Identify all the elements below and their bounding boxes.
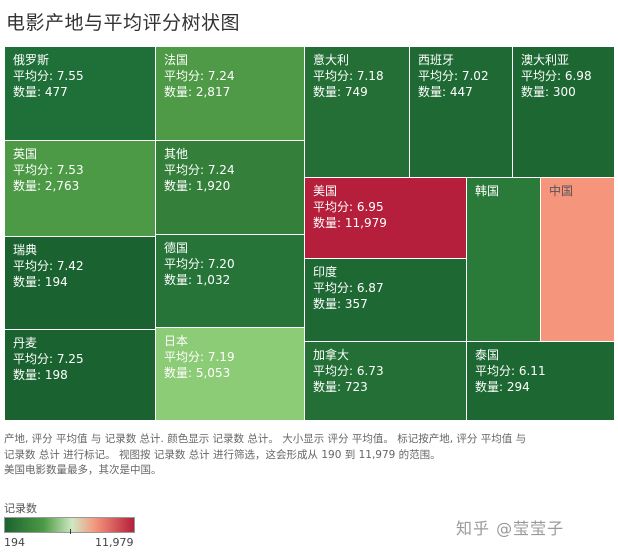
tile-count-label: 数量: 2,817: [164, 84, 230, 99]
treemap-tile[interactable]: 韩国: [467, 178, 540, 341]
legend-title: 记录数: [4, 502, 37, 515]
tile-count-label: 数量: 1,920: [164, 178, 230, 193]
tile-avg-label: 平均分: 7.25: [13, 352, 84, 366]
legend-min-label: 194: [4, 536, 25, 549]
tile-country-label: 加拿大: [313, 347, 349, 362]
tile-country-label: 泰国: [475, 348, 499, 362]
legend-max-label: 11,979: [95, 536, 134, 549]
tile-count-label: 数量: 357: [313, 296, 368, 311]
tile-count-label: 数量: 447: [418, 84, 473, 99]
chart-caption: 产地, 评分 平均值 与 记录数 总计. 颜色显示 记录数 总计。 大小显示 评…: [4, 432, 610, 479]
tile-rect: [305, 259, 466, 341]
tile-avg-label: 平均分: 7.20: [164, 257, 235, 271]
tile-country-label: 韩国: [475, 183, 499, 198]
tile-country-label: 法国: [164, 53, 188, 67]
tile-country-label: 日本: [164, 334, 188, 348]
tile-rect: [156, 328, 304, 420]
tile-rect: [156, 47, 304, 140]
tile-rect: [305, 47, 409, 177]
watermark: 知乎 @莹莹子: [456, 519, 565, 538]
caption-line-3: 美国电影数量最多，其次是中国。: [4, 464, 162, 476]
tile-rect: [541, 178, 614, 341]
tile-rect: [156, 235, 304, 327]
tile-avg-label: 平均分: 6.95: [313, 200, 384, 214]
tile-country-label: 意大利: [313, 52, 349, 67]
tile-country-label: 中国: [549, 183, 573, 198]
caption-line-1: 产地, 评分 平均值 与 记录数 总计. 颜色显示 记录数 总计。 大小显示 评…: [4, 433, 527, 445]
chart-title: 电影产地与平均评分树状图: [6, 12, 241, 34]
tile-count-label: 数量: 300: [521, 84, 576, 99]
caption-line-2: 记录数 总计 进行标记。 视图按 记录数 总计 进行筛选，这会形成从 190 到…: [4, 448, 441, 461]
tile-rect: [5, 237, 155, 329]
tile-avg-label: 平均分: 7.19: [164, 350, 235, 364]
tile-rect: [467, 342, 614, 420]
tile-country-label: 西班牙: [418, 53, 454, 67]
tile-count-label: 数量: 1,032: [164, 272, 230, 287]
tile-count-label: 数量: 194: [13, 274, 68, 289]
tile-count-label: 数量: 11,979: [313, 215, 387, 230]
tile-avg-label: 平均分: 7.24: [164, 163, 235, 177]
legend-tick: [70, 529, 71, 534]
tile-rect: [305, 342, 466, 420]
tile-count-label: 数量: 749: [313, 84, 368, 99]
tile-country-label: 瑞典: [13, 243, 37, 257]
color-legend-bar: [4, 517, 135, 533]
tile-avg-label: 平均分: 7.24: [164, 69, 235, 83]
tile-count-label: 数量: 477: [13, 84, 68, 99]
tile-rect: [5, 47, 155, 140]
treemap-tile[interactable]: 中国: [541, 178, 614, 341]
tile-rect: [513, 47, 614, 177]
tile-avg-label: 平均分: 7.55: [13, 69, 84, 83]
tile-rect: [5, 141, 155, 236]
tile-country-label: 英国: [13, 147, 37, 161]
tile-count-label: 数量: 198: [13, 367, 68, 382]
tile-rect: [156, 141, 304, 234]
tile-country-label: 美国: [313, 184, 337, 198]
tile-avg-label: 平均分: 6.73: [313, 364, 384, 378]
tile-count-label: 数量: 294: [475, 379, 530, 394]
tile-count-label: 数量: 5,053: [164, 365, 230, 380]
tile-avg-label: 平均分: 7.02: [418, 69, 489, 83]
tile-avg-label: 平均分: 7.53: [13, 163, 84, 177]
tile-avg-label: 平均分: 7.42: [13, 259, 84, 273]
tile-count-label: 数量: 2,763: [13, 178, 79, 193]
tile-country-label: 澳大利亚: [521, 53, 569, 67]
tile-rect: [5, 330, 155, 420]
tile-rect: [305, 178, 466, 258]
tile-rect: [410, 47, 512, 177]
tile-country-label: 德国: [164, 240, 188, 255]
tile-rect: [467, 178, 540, 341]
tile-avg-label: 平均分: 6.98: [521, 69, 592, 83]
tile-country-label: 丹麦: [13, 336, 37, 350]
tile-count-label: 数量: 723: [313, 379, 368, 394]
tile-country-label: 其他: [164, 147, 188, 161]
tile-country-label: 俄罗斯: [13, 53, 49, 67]
tile-country-label: 印度: [313, 264, 337, 279]
tile-avg-label: 平均分: 7.18: [313, 69, 384, 83]
tile-avg-label: 平均分: 6.87: [313, 281, 384, 295]
tile-avg-label: 平均分: 6.11: [475, 364, 546, 378]
